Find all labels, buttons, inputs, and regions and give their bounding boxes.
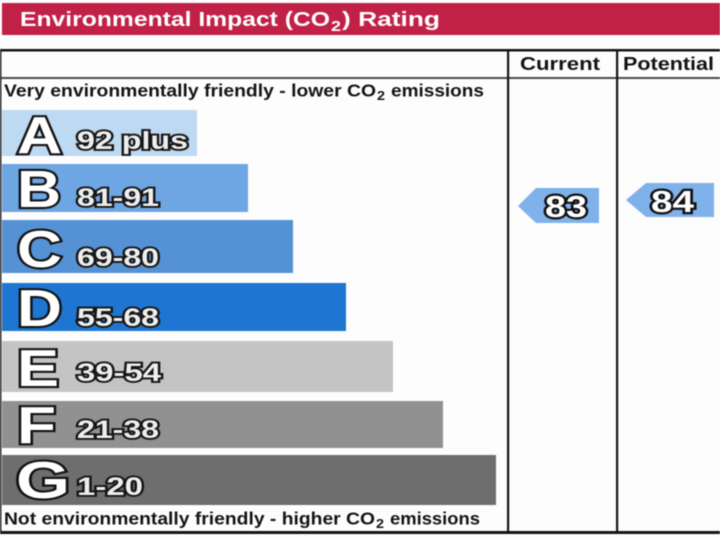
svg-text:D: D [17,280,62,338]
svg-text:21-38: 21-38 [77,416,159,444]
svg-text:) Rating: ) Rating [342,9,440,31]
svg-text:81-91: 81-91 [77,184,159,212]
svg-text:G: G [16,452,70,510]
svg-text:B: B [17,161,61,219]
svg-text:A: A [17,107,62,165]
svg-text:69-80: 69-80 [77,244,159,272]
svg-text:C: C [17,221,62,279]
svg-text:55-68: 55-68 [77,304,159,332]
svg-text:84: 84 [651,184,695,219]
svg-text:Potential: Potential [623,54,714,74]
svg-text:39-54: 39-54 [77,359,161,387]
svg-text:E: E [17,340,59,398]
svg-text:1-20: 1-20 [77,473,143,501]
svg-text:2: 2 [377,88,385,103]
svg-text:emissions: emissions [390,509,480,529]
svg-text:emissions: emissions [391,81,484,101]
svg-text:2: 2 [376,516,384,531]
svg-text:Current: Current [520,54,600,74]
svg-text:Not environmentally friendly -: Not environmentally friendly - higher CO [4,509,375,529]
svg-text:Environmental Impact (CO: Environmental Impact (CO [20,9,330,31]
svg-text:83: 83 [545,189,587,224]
svg-text:92 plus: 92 plus [77,127,188,155]
svg-text:2: 2 [331,18,341,35]
svg-text:Very environmentally friendly: Very environmentally friendly - lower CO [4,81,376,101]
svg-text:F: F [17,397,56,455]
